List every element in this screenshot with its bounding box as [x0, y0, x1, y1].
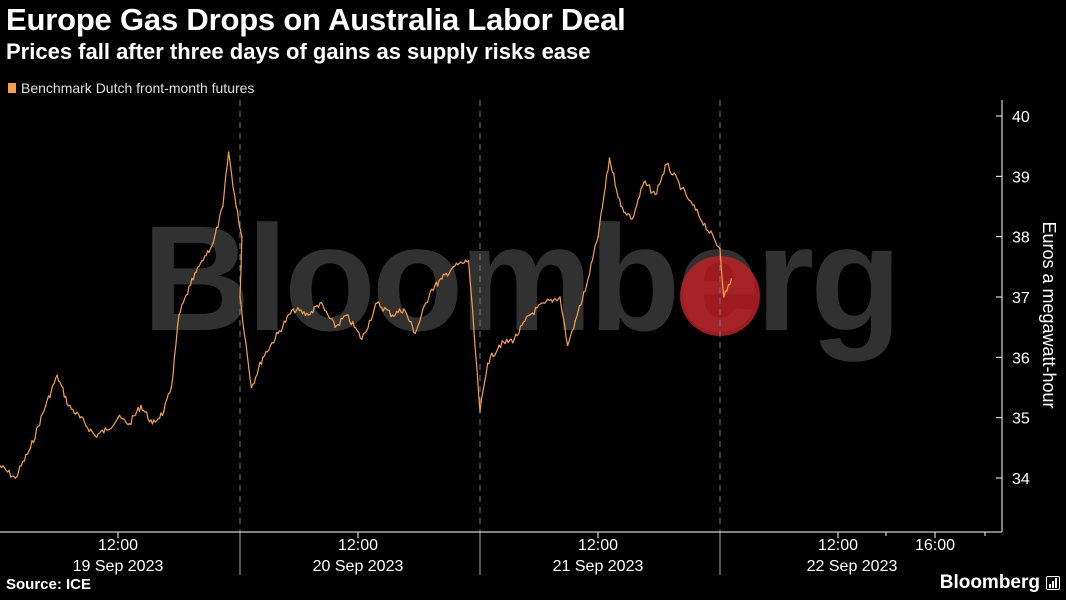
- data-point: [345, 314, 348, 316]
- data-point: [56, 374, 58, 377]
- brand-logo: Bloomberg: [940, 572, 1060, 594]
- watermark-text: Bloomberg: [142, 194, 898, 362]
- data-point: [452, 266, 455, 268]
- data-point: [212, 241, 215, 244]
- data-point: [544, 302, 546, 304]
- data-point: [479, 410, 481, 413]
- data-point: [117, 416, 119, 419]
- data-point: [467, 260, 470, 262]
- y-tick-label: 38: [1012, 230, 1030, 247]
- data-point: [307, 314, 310, 316]
- data-point: [361, 338, 363, 341]
- brand-name: Bloomberg: [939, 572, 1040, 593]
- data-point: [170, 386, 173, 389]
- data-point: [597, 235, 599, 238]
- data-point: [376, 302, 378, 304]
- data-point: [292, 308, 295, 310]
- x-tick-label: 12:00: [98, 537, 138, 554]
- data-point: [319, 302, 321, 304]
- y-axis-label: Euros a megawatt-hour: [1039, 221, 1059, 408]
- data-point: [201, 260, 203, 262]
- y-tick-label: 40: [1012, 109, 1030, 126]
- bar-chart-icon: [1046, 576, 1060, 590]
- x-tick-label: 12:00: [578, 537, 618, 554]
- data-point: [730, 278, 733, 280]
- data-point: [250, 386, 253, 389]
- data-point: [391, 314, 394, 316]
- data-point: [574, 320, 576, 322]
- data-point: [528, 314, 531, 316]
- bloomberg-watermark: Bloomberg: [142, 194, 902, 362]
- legend-label: Benchmark Dutch front-month futures: [21, 80, 255, 96]
- data-point: [140, 404, 142, 407]
- chart-subtitle: Prices fall after three days of gains as…: [6, 39, 591, 64]
- x-tick-label: 12:00: [338, 537, 378, 554]
- data-point: [105, 428, 108, 431]
- data-point: [14, 477, 16, 479]
- data-point: [94, 435, 96, 437]
- data-point: [227, 151, 230, 153]
- source-note: Source: ICE: [6, 576, 92, 593]
- day-label: 21 Sep 2023: [553, 558, 644, 575]
- data-point: [241, 235, 243, 238]
- y-tick-label: 39: [1012, 169, 1030, 186]
- data-point: [178, 314, 180, 316]
- y-tick-label: 34: [1012, 471, 1030, 488]
- data-point: [403, 308, 405, 310]
- data-point: [585, 284, 588, 286]
- data-point: [334, 326, 337, 329]
- data-point: [608, 157, 611, 159]
- data-point: [559, 296, 561, 298]
- x-tick-label: 12:00: [818, 537, 858, 554]
- day-label: 19 Sep 2023: [73, 558, 164, 575]
- data-point: [29, 447, 32, 449]
- day-label: 20 Sep 2023: [313, 558, 404, 575]
- data-point: [719, 247, 721, 250]
- data-point: [631, 217, 634, 220]
- data-point: [688, 199, 691, 202]
- chart-title: Europe Gas Drops on Australia Labor Deal: [6, 2, 626, 37]
- data-point: [163, 410, 165, 413]
- data-point: [151, 422, 154, 425]
- data-point: [128, 422, 131, 425]
- data-point: [262, 356, 264, 359]
- data-point: [67, 404, 70, 407]
- data-point: [486, 362, 489, 365]
- data-point: [665, 163, 668, 166]
- data-point: [277, 332, 279, 335]
- data-point: [681, 187, 683, 190]
- data-point: [566, 344, 569, 347]
- data-point: [654, 193, 656, 196]
- data-point: [429, 290, 432, 292]
- data-point: [620, 205, 622, 208]
- day-label: 22 Sep 2023: [807, 558, 898, 575]
- data-point: [79, 416, 81, 419]
- data-point: [513, 338, 516, 341]
- data-point: [222, 205, 224, 208]
- data-point: [723, 296, 725, 298]
- data-point: [189, 284, 192, 286]
- y-tick-label: 37: [1012, 290, 1030, 307]
- legend-swatch: [8, 83, 16, 93]
- data-point: [441, 278, 443, 280]
- y-tick-label: 36: [1012, 350, 1030, 367]
- data-point: [44, 404, 47, 407]
- data-point: [643, 181, 645, 184]
- data-point: [239, 296, 241, 298]
- series-line: [0, 151, 732, 479]
- data-point: [235, 205, 237, 208]
- x-tick-label: 16:00: [915, 537, 955, 554]
- chart-legend: Benchmark Dutch front-month futures: [8, 80, 254, 96]
- y-tick-label: 35: [1012, 411, 1030, 428]
- data-point: [414, 332, 417, 335]
- data-point: [498, 344, 500, 347]
- data-point: [0, 465, 1, 467]
- watermark-dot: [680, 256, 760, 336]
